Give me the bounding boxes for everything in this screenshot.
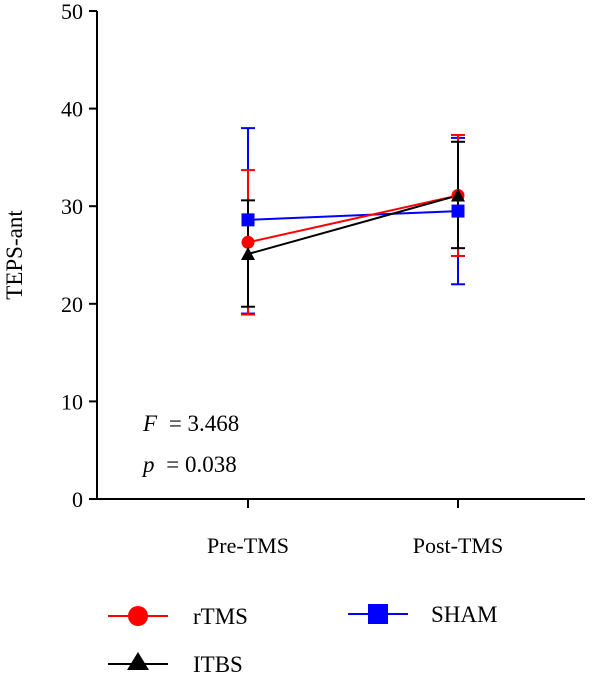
legend-label-rtms: rTMS: [193, 604, 248, 629]
legend: rTMS ITBS SHAM: [108, 602, 497, 673]
legend-item-rtms: rTMS: [108, 604, 248, 629]
legend-label-itbs: ITBS: [193, 652, 243, 673]
y-tick-label: 30: [61, 194, 83, 219]
f-label: F: [142, 411, 158, 436]
series-line-rtms: [247, 194, 459, 244]
y-axis-title: TEPS-ant: [2, 210, 27, 300]
series-layer: [241, 127, 465, 316]
f-statistic: F = 3.468: [142, 411, 239, 436]
y-tick-label: 20: [61, 292, 83, 317]
point-itbs: [241, 247, 255, 261]
f-value: = 3.468: [169, 411, 239, 436]
p-value-text: = 0.038: [166, 452, 236, 477]
y-tick-label: 10: [61, 389, 83, 414]
legend-label-sham: SHAM: [431, 602, 497, 627]
point-itbs: [451, 188, 465, 202]
p-label: p: [141, 452, 155, 477]
series-line-itbs: [247, 194, 459, 255]
point-sham: [451, 204, 465, 218]
legend-marker-itbs: [127, 652, 149, 670]
series-line-sham: [247, 210, 459, 221]
x-tick-label: Post-TMS: [413, 533, 503, 558]
legend-marker-rtms: [128, 606, 148, 626]
axes: [96, 11, 585, 500]
x-ticks: Pre-TMS Post-TMS: [207, 499, 503, 558]
legend-item-sham: SHAM: [348, 602, 497, 627]
point-rtms: [241, 235, 255, 249]
y-tick-label: 0: [72, 487, 83, 512]
y-tick-label: 40: [61, 97, 83, 122]
x-tick-label: Pre-TMS: [207, 533, 289, 558]
legend-marker-sham: [368, 604, 388, 624]
y-ticks: 0 10 20 30 40 50: [61, 0, 97, 512]
point-sham: [241, 213, 255, 227]
y-tick-label: 50: [61, 0, 83, 24]
p-value: p = 0.038: [141, 452, 237, 477]
legend-item-itbs: ITBS: [108, 652, 243, 673]
